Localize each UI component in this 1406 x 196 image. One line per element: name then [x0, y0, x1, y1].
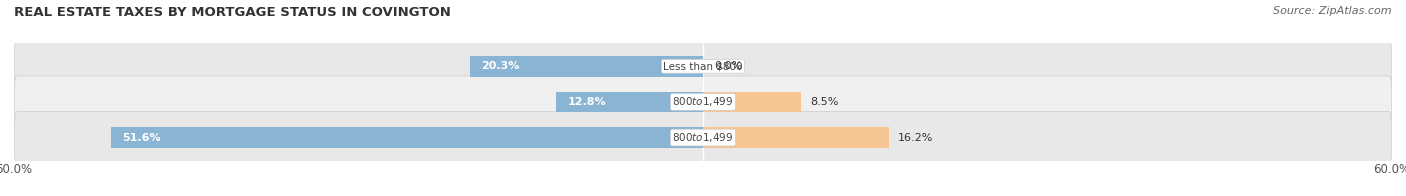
Bar	[470, 56, 703, 77]
FancyBboxPatch shape	[14, 40, 1392, 92]
Text: 0.0%: 0.0%	[714, 61, 742, 71]
Text: Source: ZipAtlas.com: Source: ZipAtlas.com	[1274, 6, 1392, 16]
Text: REAL ESTATE TAXES BY MORTGAGE STATUS IN COVINGTON: REAL ESTATE TAXES BY MORTGAGE STATUS IN …	[14, 6, 451, 19]
Text: 8.5%: 8.5%	[810, 97, 838, 107]
Text: 16.2%: 16.2%	[898, 132, 934, 142]
FancyBboxPatch shape	[14, 76, 1392, 128]
FancyBboxPatch shape	[14, 112, 1392, 164]
Bar	[111, 127, 703, 148]
Text: $800 to $1,499: $800 to $1,499	[672, 131, 734, 144]
Text: $800 to $1,499: $800 to $1,499	[672, 95, 734, 108]
Bar	[703, 92, 800, 112]
Bar	[555, 92, 703, 112]
Text: 20.3%: 20.3%	[481, 61, 520, 71]
Bar	[703, 127, 889, 148]
Text: 51.6%: 51.6%	[122, 132, 160, 142]
Text: Less than $800: Less than $800	[664, 61, 742, 71]
Text: 12.8%: 12.8%	[568, 97, 606, 107]
